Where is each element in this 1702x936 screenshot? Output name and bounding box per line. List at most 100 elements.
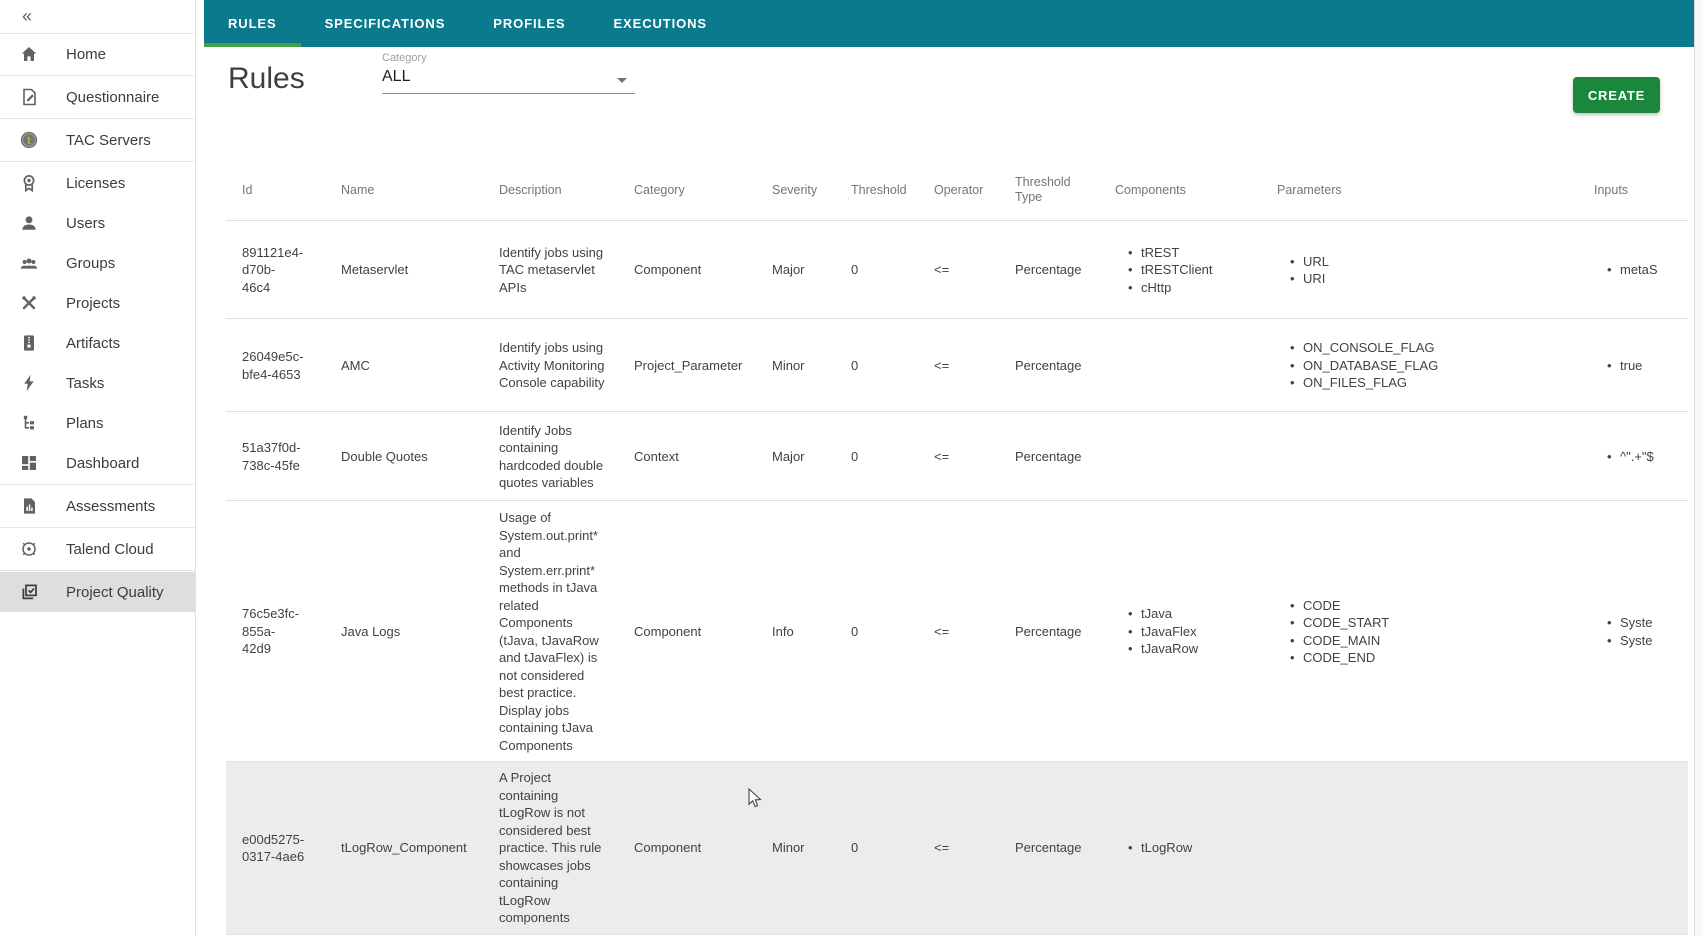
sidebar-item-talend-cloud[interactable]: Talend Cloud [0, 529, 195, 569]
talend-cloud-icon [18, 539, 40, 559]
sidebar-item-label: Talend Cloud [66, 540, 154, 558]
cell-components: tLogRow [1115, 762, 1267, 934]
cell-description: Identify jobs using TAC metaservlet APIs [499, 244, 604, 295]
column-header-components: Components [1115, 182, 1186, 197]
sidebar-item-label: Groups [66, 254, 116, 272]
cell-severity: Minor [772, 840, 805, 856]
licenses-icon [18, 173, 40, 193]
cell-components: tRESTtRESTClientcHttp [1115, 221, 1267, 319]
users-icon [18, 213, 40, 233]
cell-inputs: true [1594, 319, 1688, 412]
table-row-double-quotes[interactable]: 51a37f0d- 738c-45fe Double Quotes Identify … [226, 411, 1688, 501]
column-header-parameters: Parameters [1277, 182, 1342, 197]
sidebar-item-home[interactable]: Home [0, 34, 195, 74]
cell-inputs: metaS [1594, 221, 1688, 319]
sidebar-item-label: Artifacts [66, 334, 121, 352]
cell-operator: <= [934, 357, 950, 373]
dashboard-icon [18, 453, 40, 473]
tab-rules[interactable]: RULES [204, 0, 301, 47]
cell-name: Metaservlet [341, 262, 409, 278]
sidebar-divider [0, 484, 195, 485]
cell-name: Java Logs [341, 623, 401, 639]
column-header-inputs: Inputs [1594, 182, 1629, 197]
sidebar-divider [0, 570, 195, 571]
cell-components: tJavatJavaFlextJavaRow [1115, 501, 1267, 762]
sidebar-item-label: Plans [66, 414, 104, 432]
cell-components [1115, 412, 1267, 501]
tab-specifications[interactable]: SPECIFICATIONS [324, 16, 446, 31]
cell-threshold_type: Percentage [1015, 262, 1082, 278]
cell-inputs: SysteSyste [1594, 501, 1688, 762]
sidebar-item-tasks[interactable]: Tasks [0, 363, 195, 403]
cell-category: Project_Parameter [634, 357, 743, 373]
cell-inputs: ^".+"$ [1594, 412, 1688, 501]
sidebar-item-questionnaire[interactable]: Questionnaire [0, 77, 195, 117]
cell-threshold: 0 [851, 840, 859, 856]
create-button[interactable]: CREATE [1573, 77, 1660, 113]
tac-servers-icon: t [18, 130, 40, 150]
cell-parameters: URLURI [1277, 221, 1477, 319]
cell-severity: Minor [772, 357, 805, 373]
sidebar-item-projects[interactable]: Projects [0, 283, 195, 323]
cell-operator: <= [934, 448, 950, 464]
cell-components [1115, 319, 1267, 412]
sidebar-item-label: Dashboard [66, 454, 140, 472]
cell-id: 76c5e3fc- 855a- 42d9 [242, 606, 300, 657]
category-select[interactable]: Category ALL [382, 52, 635, 94]
sidebar-divider [0, 527, 195, 528]
cell-severity: Major [772, 448, 805, 464]
cell-threshold: 0 [851, 623, 859, 639]
cell-id: 891121e4- d70b- 46c4 [242, 244, 304, 295]
column-header-name: Name [341, 182, 375, 197]
cell-threshold_type: Percentage [1015, 448, 1082, 464]
sidebar-item-project-quality[interactable]: Project Quality [0, 572, 195, 612]
sidebar-item-label: Licenses [66, 174, 126, 192]
sidebar-collapse-button[interactable]: « [0, 0, 195, 34]
cell-category: Context [634, 448, 679, 464]
sidebar-item-licenses[interactable]: Licenses [0, 163, 195, 203]
sidebar-item-users[interactable]: Users [0, 203, 195, 243]
vertical-scrollbar[interactable] [1694, 0, 1702, 936]
category-select-value: ALL [382, 68, 411, 85]
sidebar: « Home Questionnaire t TAC Servers Licenses U… [0, 0, 196, 936]
column-header-threshold: Threshold [851, 182, 907, 197]
cell-name: Double Quotes [341, 448, 428, 464]
sidebar-item-plans[interactable]: Plans [0, 403, 195, 443]
cell-parameters: ON_CONSOLE_FLAGON_DATABASE_FLAGON_FILES_… [1277, 319, 1477, 412]
cell-id: e00d5275- 0317-4ae6 [242, 831, 305, 865]
tasks-icon [18, 373, 40, 393]
projects-icon [18, 293, 40, 313]
questionnaire-icon [18, 87, 40, 107]
rules-table: Id Name Description Category Severity Thresho… [226, 0, 1688, 936]
sidebar-item-assessments[interactable]: Assessments [0, 486, 195, 526]
column-header-category: Category [634, 182, 685, 197]
tab-executions[interactable]: EXECUTIONS [613, 16, 707, 31]
sidebar-item-dashboard[interactable]: Dashboard [0, 443, 195, 483]
sidebar-nav: Home Questionnaire t TAC Servers Licenses Use… [0, 34, 195, 612]
sidebar-item-label: Assessments [66, 497, 156, 515]
category-select-label: Category [382, 52, 427, 64]
cell-severity: Info [772, 623, 794, 639]
cell-category: Component [634, 623, 702, 639]
tab-profiles[interactable]: PROFILES [493, 16, 566, 31]
cell-description: Usage of System.out.print* and System.er… [499, 510, 599, 753]
sidebar-item-label: Users [66, 214, 106, 232]
sidebar-item-groups[interactable]: Groups [0, 243, 195, 283]
sidebar-item-label: Projects [66, 294, 121, 312]
home-icon [18, 44, 40, 64]
column-header-operator: Operator [934, 182, 984, 197]
cell-id: 51a37f0d- 738c-45fe [242, 440, 301, 473]
sidebar-item-label: Home [66, 45, 107, 63]
table-row-amc[interactable]: 26049e5c-bfe4-4653 AMC Identify jobs using… [226, 318, 1688, 412]
cell-threshold_type: Percentage [1015, 840, 1082, 856]
plans-icon [18, 413, 40, 433]
table-row-metaservlet[interactable]: 891121e4- d70b- 46c4 Metaservlet Identify jo… [226, 220, 1688, 319]
sidebar-item-artifacts[interactable]: Artifacts [0, 323, 195, 363]
table-row-java-logs[interactable]: 76c5e3fc- 855a- 42d9 Java Logs Usage of Syst… [226, 500, 1688, 762]
table-row-tlogrow-component[interactable]: e00d5275- 0317-4ae6 tLogRow_Component A Pro… [226, 761, 1688, 935]
sidebar-item-tac-servers[interactable]: t TAC Servers [0, 120, 195, 160]
column-header-threshold-type: Threshold Type [1015, 175, 1071, 204]
cell-parameters: CODECODE_STARTCODE_MAINCODE_END [1277, 501, 1477, 762]
assessments-icon [18, 496, 40, 516]
